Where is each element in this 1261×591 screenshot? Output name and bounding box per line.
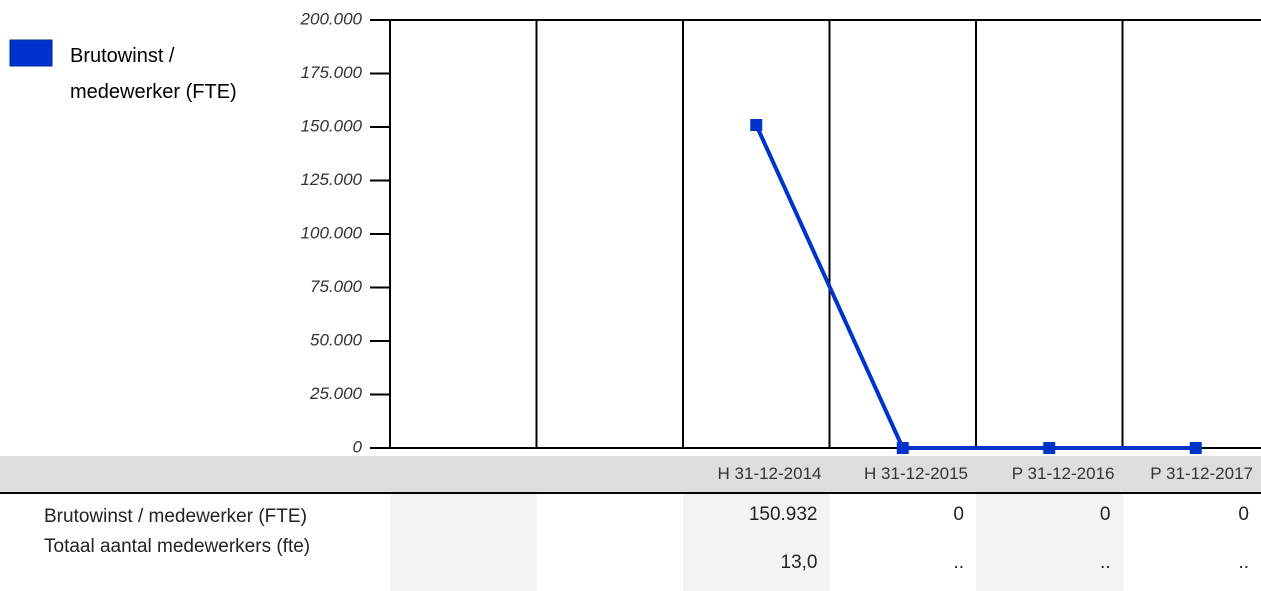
column-header: P 31-12-2017 (1150, 464, 1253, 483)
series-line (754, 124, 1196, 450)
y-tick-label: 75.000 (310, 277, 363, 296)
column-shade (976, 494, 1123, 591)
row-divider (0, 492, 1261, 494)
table-value: 0 (1099, 504, 1111, 525)
table-value: .. (953, 552, 964, 573)
row-label: Brutowinst / medewerker (FTE) (44, 506, 307, 527)
y-tick-label: 175.000 (301, 63, 363, 82)
legend-label: Brutowinst / medewerker (FTE) (70, 45, 237, 103)
y-tick-label: 150.000 (301, 116, 363, 135)
y-tick-label: 100.000 (301, 223, 363, 242)
chart: 0 25.000 50.000 75.000 100.000 125.000 150.000… (9, 9, 1261, 456)
point-marker (750, 119, 763, 132)
header-band (0, 456, 1261, 492)
data-table: H 31-12-2014 H 31-12-2015 P 31-12-2016 P 31… (0, 456, 1261, 591)
table-value: .. (1238, 552, 1249, 573)
table-value: 13,0 (780, 552, 818, 573)
table-value: 0 (953, 504, 964, 525)
y-tick-label: 0 (353, 437, 363, 456)
table-value: 0 (1238, 504, 1249, 525)
legend-swatch (9, 39, 53, 67)
table-value: .. (1099, 552, 1111, 573)
column-header: P 31-12-2016 (1011, 464, 1115, 483)
y-tick-label: 125.000 (301, 170, 363, 189)
point-marker (896, 442, 909, 454)
column-header: H 31-12-2014 (717, 464, 822, 483)
point-marker (1043, 442, 1056, 454)
row-label: Totaal aantal medewerkers (fte) (44, 536, 311, 557)
column-shade (683, 494, 830, 591)
y-tick-label: 50.000 (310, 330, 363, 349)
column-shade (390, 494, 537, 591)
y-tick-label: 200.000 (300, 9, 363, 28)
table-value: 150.932 (748, 504, 818, 525)
column-header: H 31-12-2015 (864, 464, 968, 483)
y-tick-label: 25.000 (309, 384, 363, 403)
point-marker (1189, 442, 1202, 454)
